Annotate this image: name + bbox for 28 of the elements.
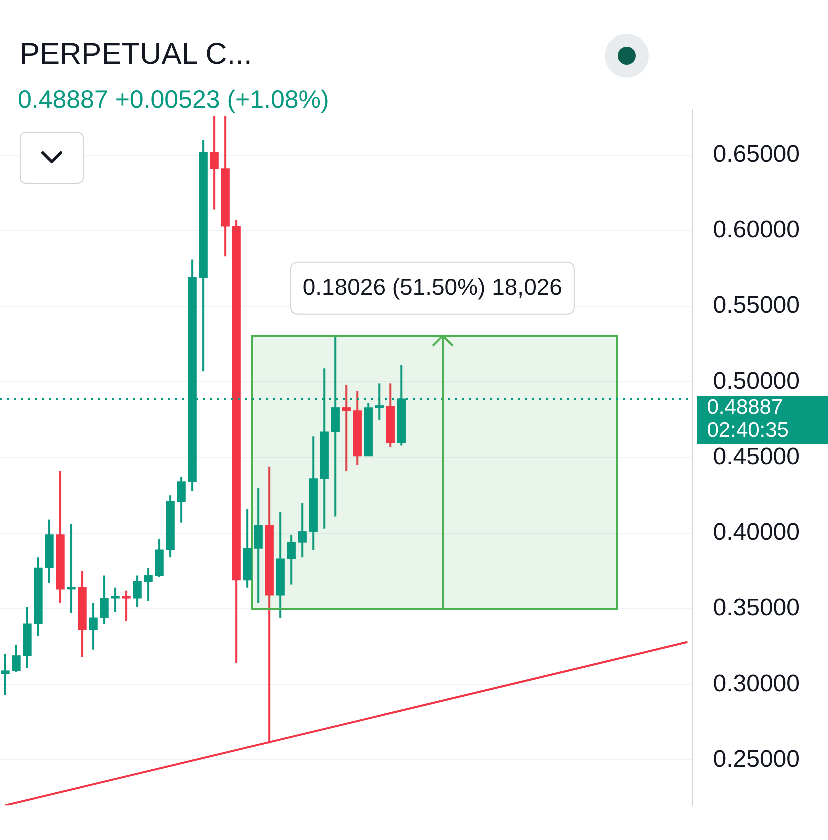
- candlestick: [342, 384, 351, 472]
- candlestick: [210, 115, 219, 211]
- y-tick-label: 0.55000: [713, 292, 800, 320]
- y-tick-label: 0.30000: [713, 670, 800, 698]
- candlestick: [122, 590, 131, 622]
- candlestick: [177, 476, 186, 524]
- ref-line-label: 0.48887 02:40:35: [707, 396, 789, 442]
- candlestick: [12, 644, 21, 674]
- candlestick: [144, 567, 153, 602]
- chart-title: PERPETUAL C...: [20, 38, 252, 72]
- band-label: 0.18026 (51.50%) 18,026: [302, 274, 562, 300]
- candlestick: [133, 574, 142, 609]
- candlestick: [100, 574, 109, 626]
- y-tick-label: 0.40000: [713, 519, 800, 546]
- y-tick-label: 0.25000: [713, 746, 800, 773]
- y-tick-label: 0.65000: [713, 140, 800, 168]
- candlestick: [298, 502, 307, 559]
- y-tick-label: 0.45000: [713, 443, 800, 470]
- candlestick: [287, 534, 296, 586]
- y-tick-label: 0.60000: [713, 216, 800, 244]
- candlestick: [111, 586, 120, 614]
- y-tick-label: 0.35000: [713, 594, 800, 622]
- candlestick: [67, 523, 76, 615]
- y-tick-label: 0.50000: [713, 368, 800, 395]
- candlestick: [1, 653, 10, 696]
- chart-subtitle: 0.48887 +0.00523 (+1.08%): [18, 86, 330, 115]
- candlestick: [254, 487, 263, 604]
- candlestick: [89, 602, 98, 651]
